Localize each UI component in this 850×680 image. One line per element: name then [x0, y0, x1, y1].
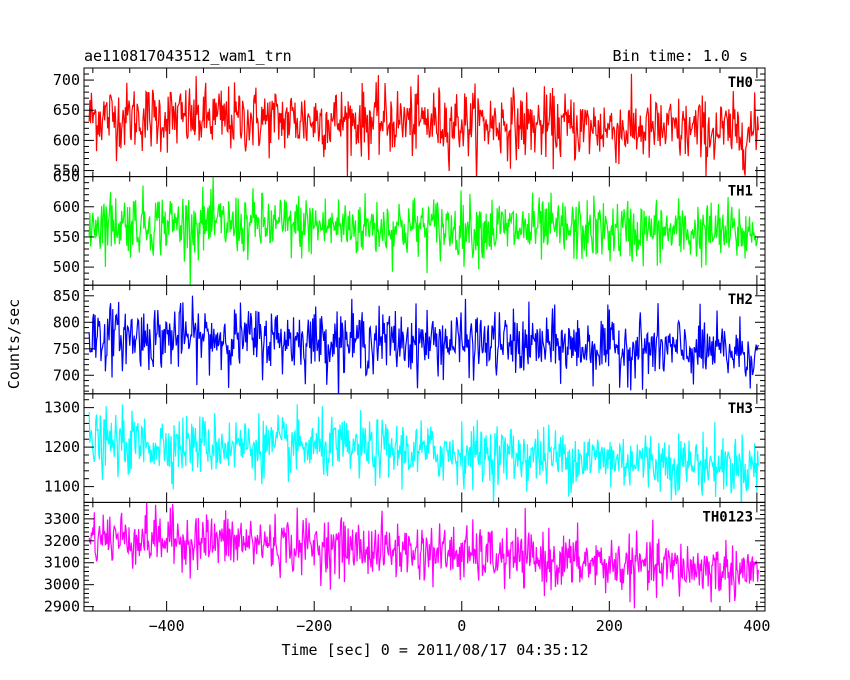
y-tick-label-th3: 1300 — [44, 399, 80, 417]
y-tick-label-th1: 550 — [53, 228, 80, 246]
panel-label-th1: TH1 — [728, 184, 753, 200]
y-tick-label-th3: 1200 — [44, 438, 80, 456]
y-tick-label-th2: 700 — [53, 366, 80, 384]
panel-label-th3: TH3 — [728, 401, 753, 417]
y-axis-label: Counts/sec — [5, 299, 23, 389]
y-tick-label-th0123: 3000 — [44, 576, 80, 594]
y-tick-label-th2: 850 — [53, 287, 80, 305]
y-tick-label-th1: 500 — [53, 258, 80, 276]
y-tick-label-th0: 550 — [53, 162, 80, 180]
series-th0 — [88, 73, 759, 177]
x-tick-label: 200 — [596, 617, 623, 635]
y-tick-label-th0123: 3200 — [44, 532, 80, 550]
y-tick-label-th0: 650 — [53, 101, 80, 119]
y-tick-label-th0123: 3300 — [44, 510, 80, 528]
y-tick-label-th3: 1100 — [44, 478, 80, 496]
series-th0123 — [88, 502, 759, 609]
x-tick-label: 0 — [457, 617, 466, 635]
panel-frame-th2 — [83, 284, 766, 395]
panel-label-th2: TH2 — [728, 292, 753, 308]
panel-label-th0123: TH0123 — [702, 509, 753, 525]
x-tick-label: 400 — [743, 617, 770, 635]
y-tick-label-th1: 650 — [53, 168, 80, 186]
series-th1 — [88, 176, 759, 286]
x-tick-label: −200 — [296, 617, 332, 635]
series-th3 — [88, 404, 759, 503]
y-tick-label-th1: 600 — [53, 198, 80, 216]
y-tick-label-th0: 700 — [53, 71, 80, 89]
y-tick-label-th2: 750 — [53, 340, 80, 358]
panels-group: 550 600 650 700 TH0 500 550 600 650 TH1 700 750 800 8… — [44, 67, 770, 635]
y-tick-label-th2: 800 — [53, 313, 80, 331]
bin-time-label: Bin time: 1.0 s — [613, 47, 748, 65]
series-th2 — [88, 295, 759, 394]
x-tick-label: −400 — [149, 617, 185, 635]
chart-title: ae110817043512_wam1_trn — [84, 47, 292, 65]
y-tick-label-th0123: 2900 — [44, 598, 80, 616]
panel-label-th0: TH0 — [728, 75, 753, 91]
x-axis-label: Time [sec] 0 = 2011/08/17 04:35:12 — [281, 641, 588, 659]
y-tick-label-th0123: 3100 — [44, 554, 80, 572]
y-tick-label-th0: 600 — [53, 131, 80, 149]
